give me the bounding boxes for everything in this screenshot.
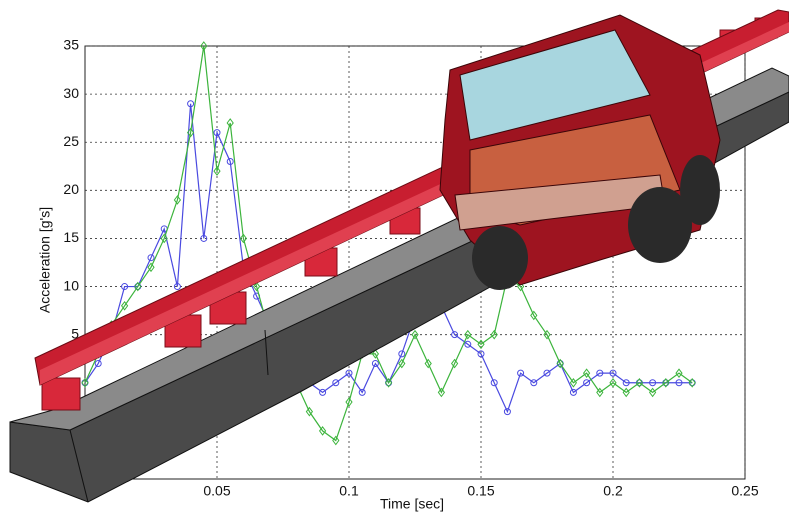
marker xyxy=(332,435,340,446)
crash-illustration xyxy=(9,9,789,503)
marker xyxy=(543,369,551,377)
marker xyxy=(332,379,340,387)
marker xyxy=(160,233,168,244)
marker xyxy=(675,379,683,387)
marker xyxy=(451,331,459,339)
marker xyxy=(239,233,248,244)
x-tick-label: 0.1 xyxy=(339,483,359,499)
marker xyxy=(81,377,89,388)
marker xyxy=(318,426,327,436)
y-axis-label: Acceleration [g's] xyxy=(37,207,53,313)
marker xyxy=(186,127,195,138)
marker xyxy=(688,377,696,388)
marker xyxy=(582,368,591,378)
y-tick-label: 10 xyxy=(63,277,79,293)
marker xyxy=(596,387,604,398)
marker xyxy=(213,166,221,176)
x-tick-label: 0.05 xyxy=(203,483,230,499)
barrier-edge xyxy=(69,429,89,503)
marker xyxy=(134,281,142,292)
marker xyxy=(569,388,577,396)
marker xyxy=(464,340,472,348)
marker xyxy=(530,379,538,387)
marker xyxy=(147,262,155,273)
marker xyxy=(477,339,485,350)
y-tick-label: 5 xyxy=(71,325,79,341)
y-tick-label: 15 xyxy=(63,229,79,245)
marker xyxy=(200,234,208,242)
marker xyxy=(213,129,221,137)
marker xyxy=(543,329,551,340)
marker xyxy=(173,283,181,291)
marker xyxy=(583,379,591,387)
marker xyxy=(121,283,129,291)
marker xyxy=(464,329,472,340)
y-tick-label: 30 xyxy=(63,85,79,101)
marker xyxy=(305,406,314,417)
marker xyxy=(319,388,327,396)
marker xyxy=(490,379,498,387)
marker xyxy=(450,358,459,369)
y-tick-label: 35 xyxy=(63,37,79,53)
marker xyxy=(120,300,129,311)
marker xyxy=(530,310,538,321)
marker xyxy=(635,377,644,388)
marker xyxy=(371,360,379,368)
marker xyxy=(437,387,446,398)
marker xyxy=(609,369,617,377)
x-tick-label: 0.15 xyxy=(467,483,494,499)
marker xyxy=(648,387,657,398)
marker xyxy=(556,358,564,369)
marker xyxy=(345,397,353,407)
x-axis-label: Time [sec] xyxy=(380,496,444,512)
marker xyxy=(477,350,485,358)
marker xyxy=(226,157,234,165)
marker xyxy=(358,388,366,396)
marker xyxy=(503,408,511,416)
marker xyxy=(596,369,604,377)
marker xyxy=(609,377,617,388)
marker xyxy=(345,369,353,377)
marker xyxy=(622,387,630,398)
marker xyxy=(675,368,683,378)
marker xyxy=(187,100,195,108)
truck xyxy=(439,14,721,290)
marker xyxy=(622,379,630,387)
marker xyxy=(398,350,406,358)
marker xyxy=(411,329,419,340)
marker xyxy=(662,377,670,388)
x-tick-label: 0.25 xyxy=(731,483,758,499)
marker xyxy=(173,195,182,205)
marker xyxy=(147,254,155,262)
marker xyxy=(490,329,498,340)
marker xyxy=(569,377,578,388)
marker xyxy=(398,358,406,369)
marker xyxy=(200,41,208,51)
marker xyxy=(252,281,261,292)
y-tick-label: 25 xyxy=(63,133,79,149)
marker xyxy=(649,379,657,387)
marker xyxy=(94,360,102,368)
x-tick-label: 0.2 xyxy=(603,483,623,499)
marker xyxy=(384,377,393,388)
y-tick-label: 20 xyxy=(63,181,79,197)
series-line xyxy=(84,45,693,442)
marker xyxy=(424,358,432,369)
marker xyxy=(517,369,525,377)
marker xyxy=(516,281,525,292)
marker xyxy=(371,349,380,359)
barrier-joint xyxy=(264,329,269,376)
marker xyxy=(226,118,234,128)
